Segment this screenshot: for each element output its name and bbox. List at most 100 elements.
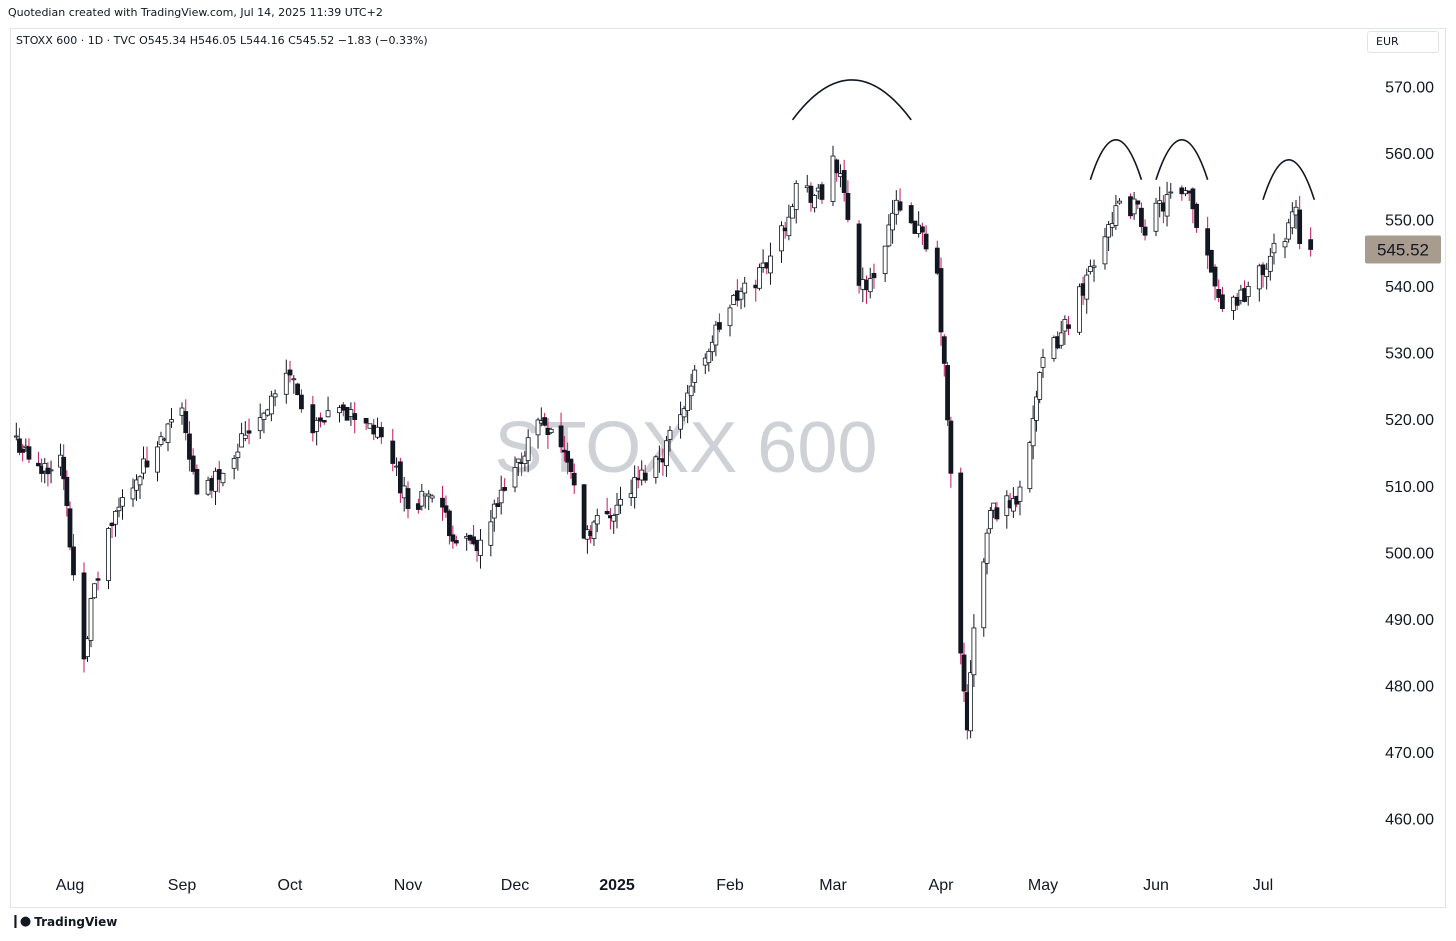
candle-body <box>71 546 76 576</box>
candle <box>571 463 577 494</box>
candle-body <box>618 498 623 506</box>
candle-body <box>340 404 346 411</box>
candle <box>478 529 483 569</box>
candle <box>287 360 293 383</box>
candle <box>786 204 792 241</box>
candle-body <box>394 465 399 468</box>
candle <box>169 408 174 428</box>
candle-body <box>1066 324 1071 329</box>
candle <box>120 489 125 520</box>
candle-body <box>318 417 323 422</box>
candle-body <box>738 291 744 300</box>
candle <box>632 465 638 509</box>
candle-body <box>1040 357 1046 368</box>
candle <box>187 421 192 472</box>
candle-body <box>405 488 411 509</box>
candle <box>535 417 541 449</box>
candle <box>948 416 954 488</box>
candle <box>190 448 196 475</box>
candle <box>897 188 903 213</box>
candle-body <box>542 417 548 426</box>
candle-body <box>453 540 459 544</box>
candle-body <box>614 504 620 515</box>
candle <box>1030 405 1036 460</box>
candle <box>611 513 617 534</box>
candle-body <box>419 490 425 507</box>
x-tick-label: Jun <box>1143 877 1169 894</box>
candle <box>1216 279 1222 303</box>
candle <box>405 481 411 519</box>
y-tick-label: 550.00 <box>1385 213 1434 230</box>
candle-body <box>568 458 574 472</box>
candle-body <box>337 407 342 414</box>
candle-body <box>120 497 125 507</box>
candle-body <box>348 409 354 417</box>
candle-body <box>17 438 22 453</box>
x-tick-label: Nov <box>394 877 422 894</box>
candle <box>239 422 244 448</box>
candle-body <box>291 378 297 381</box>
annotation-arc <box>1262 159 1316 200</box>
candle <box>390 428 396 472</box>
candle <box>548 427 554 435</box>
candle-body <box>261 412 267 420</box>
candle <box>321 419 327 425</box>
x-tick-label: Feb <box>716 877 744 894</box>
candle-body <box>742 282 748 294</box>
candle-body <box>845 193 851 220</box>
candle <box>261 411 267 434</box>
candle <box>568 458 574 479</box>
candle-body <box>1117 200 1122 204</box>
candle <box>1220 286 1225 312</box>
currency-selector[interactable]: EUR <box>1367 31 1439 53</box>
candle-body <box>681 408 687 418</box>
candle <box>272 389 278 407</box>
candle <box>934 240 940 276</box>
candle-body <box>1245 285 1251 297</box>
candle <box>64 470 70 517</box>
candle-body <box>919 226 925 233</box>
candle <box>841 159 847 202</box>
candle-body <box>515 458 521 463</box>
candle-body <box>1113 205 1119 226</box>
candle-body <box>768 255 773 274</box>
candle <box>768 242 773 285</box>
candle <box>871 263 877 289</box>
candle <box>1037 371 1043 404</box>
candle-body <box>653 456 659 478</box>
candle <box>830 145 836 207</box>
candle-body <box>717 322 722 330</box>
candle-body <box>283 372 289 395</box>
candle-body <box>190 455 196 472</box>
candle <box>130 478 136 507</box>
candle-body <box>239 433 244 448</box>
candle-body <box>440 497 445 508</box>
candle <box>257 403 263 439</box>
candle <box>1190 187 1196 224</box>
candle-body <box>779 225 784 252</box>
candle-body <box>535 419 541 436</box>
candle-body <box>137 476 143 486</box>
candle-body <box>945 365 950 421</box>
candle <box>812 194 818 213</box>
candle <box>235 443 241 471</box>
candle-body <box>812 195 818 209</box>
x-tick-label: Apr <box>929 877 955 894</box>
candle <box>48 460 54 484</box>
candle <box>340 401 346 417</box>
last-price-label: 545.52 <box>1377 240 1429 259</box>
candle-body <box>525 437 531 462</box>
candle <box>738 287 744 310</box>
candle-body <box>1034 396 1039 421</box>
candle-body <box>611 515 617 522</box>
candle-body <box>856 223 862 286</box>
candle <box>502 478 508 492</box>
candle-body <box>321 420 327 423</box>
candle <box>116 497 122 518</box>
candle-body <box>242 434 248 439</box>
candle <box>220 472 226 487</box>
candle-body <box>685 392 691 412</box>
candle-body <box>85 638 90 658</box>
candle-body <box>512 467 518 488</box>
